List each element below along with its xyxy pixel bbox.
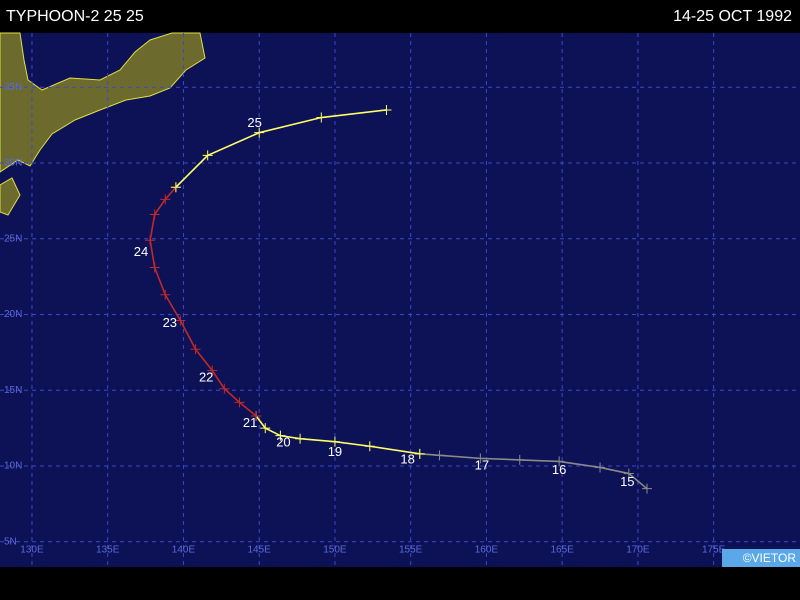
track-fix: [207, 365, 218, 376]
track-fix: [175, 315, 186, 326]
land: [0, 32, 206, 173]
track-fix: [514, 454, 525, 465]
lon-tick-label: 170E: [626, 545, 650, 556]
track-fix: [160, 194, 171, 205]
track-fix: [170, 182, 181, 193]
track-segment: [149, 186, 257, 417]
track-fix: [475, 453, 486, 464]
track-fix: [260, 423, 271, 434]
track-fix: [364, 441, 375, 452]
lat-tick-label: 25N: [4, 233, 22, 244]
credit: ©VIETOR: [743, 551, 797, 565]
lat-tick-label: 15N: [4, 385, 22, 396]
day-label: 17: [475, 457, 489, 472]
track-fix: [254, 127, 265, 138]
lon-tick-label: 150E: [323, 545, 347, 556]
day-label: 18: [400, 451, 414, 466]
day-label: 19: [328, 444, 342, 459]
lon-tick-label: 160E: [475, 545, 499, 556]
lon-tick-label: 140E: [172, 545, 196, 556]
track-fix: [623, 468, 634, 479]
track-fix: [434, 450, 445, 461]
grid: 5N 10N 15N 20N 25N 30N 35N 130E 135E 140E 145E 150E…: [0, 33, 800, 567]
track-fix: [190, 344, 201, 355]
lon-tick-label: 155E: [399, 545, 423, 556]
day-label: 25: [247, 115, 261, 130]
lat-tick-label: 30N: [4, 158, 22, 169]
track-fix: [160, 289, 171, 300]
track-fix: [149, 262, 160, 273]
day-label: 16: [552, 462, 566, 477]
title: TYPHOON-2 25 25: [6, 8, 144, 25]
lon-tick-label: 145E: [248, 545, 272, 556]
track-fix: [219, 383, 230, 394]
track-fix: [234, 397, 245, 408]
track-fix: [202, 150, 213, 161]
track-fix: [595, 462, 606, 473]
track: 15 16 17 18 19 20 21 22 23 24 25: [134, 104, 652, 494]
day-label: 21: [243, 415, 257, 430]
lon-tick-label: 165E: [550, 545, 574, 556]
track-fix: [329, 436, 340, 447]
track-fix: [641, 483, 652, 494]
lon-tick-label: 130E: [20, 545, 44, 556]
day-label: 22: [199, 370, 213, 385]
track-fix: [275, 430, 286, 441]
track-fix: [316, 112, 327, 123]
day-label: 24: [134, 244, 148, 259]
track-fix: [414, 448, 425, 459]
day-label: 23: [163, 315, 177, 330]
lon-tick-label: 135E: [96, 545, 120, 556]
day-label: 20: [276, 435, 290, 450]
track-fix: [381, 104, 392, 115]
lon-tick-label: 175E: [702, 545, 726, 556]
track-fix: [554, 456, 565, 467]
track-segment: [419, 453, 648, 490]
track-fix: [251, 410, 262, 421]
lat-tick-label: 10N: [4, 461, 22, 472]
lat-tick-label: 35N: [4, 82, 22, 93]
track-fix: [149, 209, 160, 220]
date: 14-25 OCT 1992: [673, 8, 792, 25]
ocean: [0, 33, 800, 567]
land: [0, 177, 21, 216]
track-fix: [295, 433, 306, 444]
lat-tick-label: 20N: [4, 309, 22, 320]
lat-tick-label: 5N: [4, 536, 17, 547]
credit-box: [722, 549, 800, 567]
day-label: 15: [620, 474, 634, 489]
track-fix: [145, 235, 156, 246]
